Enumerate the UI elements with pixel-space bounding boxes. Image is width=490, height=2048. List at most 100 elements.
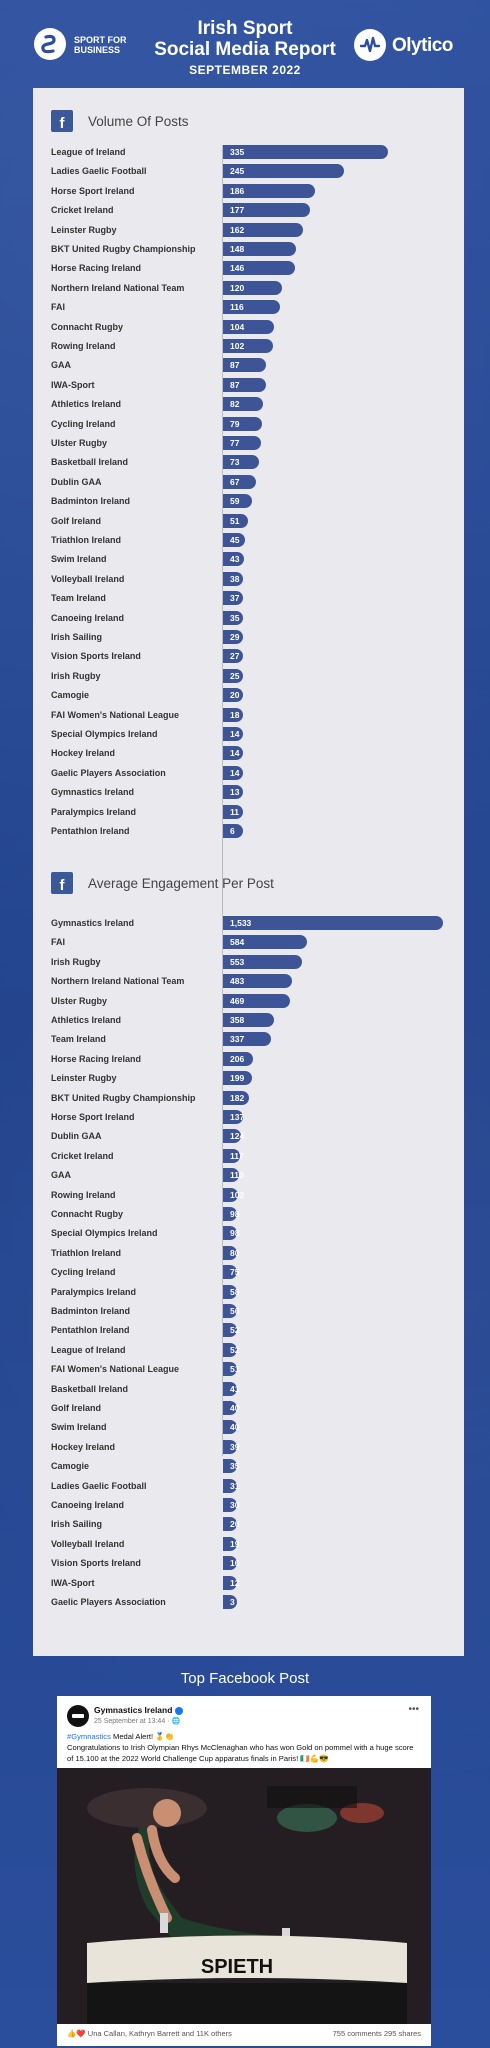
bar <box>223 1245 237 1260</box>
report-title-line2: Social Media Report <box>154 39 336 60</box>
bar-row: Horse Racing Ireland 206 <box>33 1051 464 1067</box>
bar <box>223 1323 237 1338</box>
post-timestamp-row: 25 September at 13:44 · 🌐 <box>94 1717 180 1725</box>
bar <box>223 954 303 969</box>
post-reactions[interactable]: Una Callan, Kathryn Barrett and 11K othe… <box>87 2029 232 2038</box>
bar <box>223 494 253 509</box>
bar-row: GAA 87 <box>33 358 464 373</box>
bar-value-label: 77 <box>230 438 240 448</box>
bar-value-label: 26 <box>230 1519 240 1530</box>
post-comments-shares[interactable]: 755 comments 295 shares <box>332 2029 421 2038</box>
bar-category-label: Rowing Ireland <box>51 1189 116 1200</box>
bar-row: Pentathlon Ireland 52 <box>33 1323 464 1338</box>
bar-category-label: Dublin GAA <box>51 476 102 487</box>
page-avatar[interactable] <box>67 1705 89 1727</box>
bar <box>223 824 243 838</box>
bar-row: Hockey Ireland 14 <box>33 746 464 761</box>
bar-value-label: 38 <box>230 573 240 584</box>
bar <box>223 164 344 179</box>
bar <box>223 1381 237 1396</box>
report-header: SPORT FOR BUSINESS Irish Sport Social Me… <box>0 0 490 88</box>
bar <box>223 222 303 237</box>
bar-value-label: 19 <box>230 1538 240 1549</box>
bar-value-label: 186 <box>230 185 245 196</box>
volume-chart-axis <box>222 145 223 954</box>
bar-row: FAI Women's National League 18 <box>33 707 464 723</box>
bar-row: Cycling Ireland 79 <box>33 416 464 432</box>
post-page-name-row: Gymnastics Ireland <box>94 1705 184 1715</box>
bar-row: Northern Ireland National Team 120 <box>33 280 464 296</box>
bar-value-label: 245 <box>230 166 245 177</box>
post-timestamp[interactable]: 25 September at 13:44 · <box>94 1718 172 1725</box>
bar-row: Canoeing Ireland 35 <box>33 610 464 626</box>
post-message: #Gymnastics Medal Alert! 🥇👏 Congratulati… <box>67 1731 421 1764</box>
bar-category-label: Cycling Ireland <box>51 418 116 429</box>
bar <box>223 1478 237 1493</box>
bar-row: Ulster Rugby 77 <box>33 436 464 451</box>
bar <box>223 1304 237 1318</box>
bar <box>223 1498 237 1512</box>
bar-row: GAA 110 <box>33 1168 464 1183</box>
bar-value-label: 469 <box>230 995 245 1006</box>
bar-value-label: 20 <box>230 690 240 701</box>
bar-row: Rowing Ireland 102 <box>33 1187 464 1203</box>
bar-row: Dublin GAA 67 <box>33 474 464 490</box>
bar-category-label: Camogie <box>51 690 90 701</box>
bar-value-label: 16 <box>230 1558 240 1569</box>
bar-category-label: Cricket Ireland <box>51 1150 114 1161</box>
bar-value-label: 13 <box>230 787 240 798</box>
bar-category-label: Cricket Ireland <box>51 205 114 216</box>
bar-row: Hockey Ireland 39 <box>33 1439 464 1455</box>
bar-row: Irish Rugby 25 <box>33 668 464 684</box>
facebook-icon: f <box>51 872 73 894</box>
charts-panel: f Volume Of Posts League of Ireland 335 La… <box>33 88 464 1656</box>
bar <box>223 1420 237 1435</box>
bar <box>223 1129 241 1144</box>
bar-value-label: 30 <box>230 1500 240 1510</box>
bar-category-label: League of Ireland <box>51 147 126 157</box>
bar-row: Ulster Rugby 469 <box>33 993 464 1009</box>
bar-value-label: 483 <box>230 976 245 987</box>
bar-value-label: 82 <box>230 399 240 410</box>
olytico-wordmark: Olytico <box>392 35 453 56</box>
bar-value-label: 102 <box>230 341 245 351</box>
bar-category-label: Volleyball Ireland <box>51 573 125 584</box>
more-options-icon[interactable]: ••• <box>408 1704 419 1715</box>
bar-value-label: 553 <box>230 956 245 967</box>
bar <box>223 1265 237 1280</box>
bar-category-label: Rowing Ireland <box>51 341 116 351</box>
bar <box>223 916 443 930</box>
bar <box>223 649 243 664</box>
bar-value-label: 59 <box>230 496 240 507</box>
bar <box>223 339 274 353</box>
post-page-name[interactable]: Gymnastics Ireland <box>94 1705 173 1715</box>
bar <box>223 707 243 722</box>
bar-row: Swim Ireland 40 <box>33 1420 464 1435</box>
bar-category-label: Golf Ireland <box>51 1403 102 1413</box>
bar <box>223 1168 239 1183</box>
post-photo[interactable]: SPIETH <box>57 1768 431 2024</box>
bar-category-label: Athletics Ireland <box>51 399 122 410</box>
bar-category-label: IWA-Sport <box>51 379 95 390</box>
facebook-post-card: Gymnastics Ireland 25 September at 13:44… <box>57 1696 431 2046</box>
bar-value-label: 37 <box>230 593 240 604</box>
bar-value-label: 98 <box>230 1228 240 1239</box>
bar <box>223 1536 237 1551</box>
bar-value-label: 182 <box>230 1092 245 1103</box>
bar <box>223 974 293 989</box>
bar-row: BKT United Rugby Championship 182 <box>33 1090 464 1106</box>
bar-category-label: Team Ireland <box>51 1034 106 1045</box>
bar <box>223 746 243 761</box>
bar <box>223 1013 275 1027</box>
engagement-chart-axis <box>222 916 223 1456</box>
post-hashtag[interactable]: #Gymnastics <box>67 1732 111 1741</box>
bar-value-label: 104 <box>230 321 245 332</box>
bar-category-label: Gaelic Players Association <box>51 1597 166 1607</box>
bar-value-label: 116 <box>230 302 244 313</box>
bar-category-label: Pentathlon Ireland <box>51 826 130 836</box>
bar <box>223 377 266 392</box>
bar-row: Horse Sport Ireland 186 <box>33 183 464 199</box>
bar-value-label: 52 <box>230 1325 240 1336</box>
bar-value-label: 35 <box>230 1461 240 1472</box>
bar-value-label: 67 <box>230 476 240 487</box>
